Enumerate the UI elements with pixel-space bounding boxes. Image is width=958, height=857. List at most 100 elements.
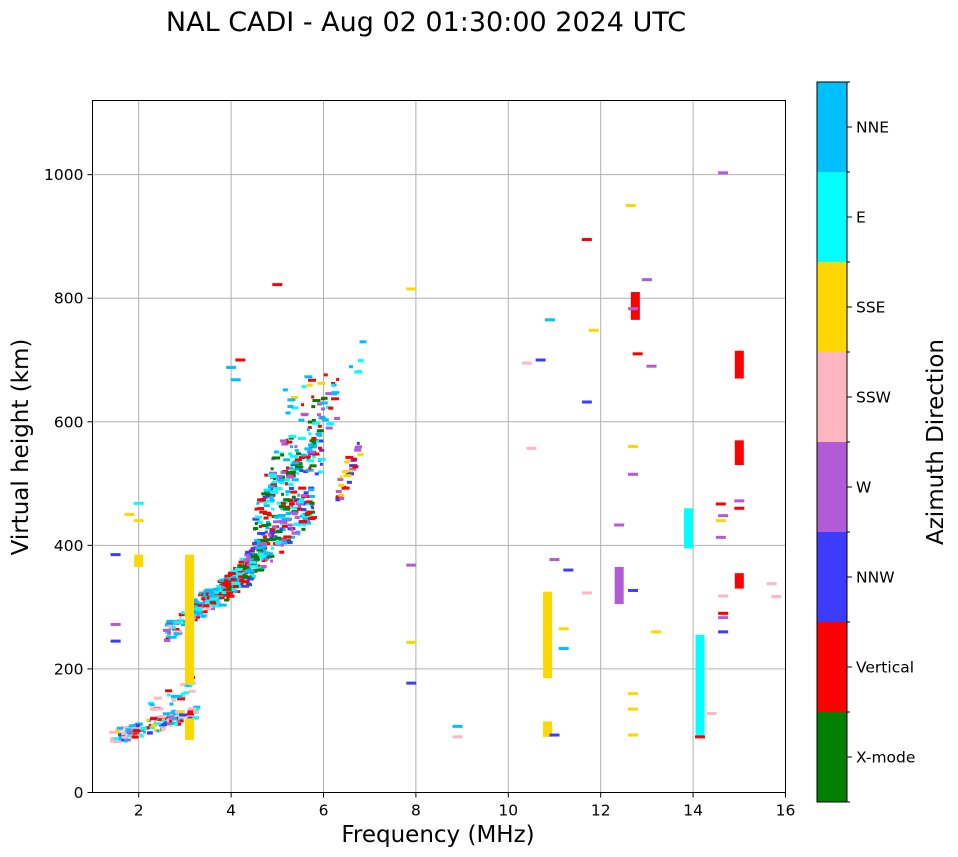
echo-point — [325, 405, 331, 409]
echo-point — [109, 730, 118, 734]
echo-point — [581, 238, 592, 242]
echo-point — [178, 717, 184, 721]
echo-point — [164, 623, 173, 627]
echo-point — [225, 588, 233, 592]
echo-point — [321, 396, 328, 400]
y-axis-label: Virtual height (km) — [8, 339, 34, 556]
x-tick-label: 14 — [683, 802, 703, 820]
echo-point — [302, 517, 308, 521]
echo-point — [253, 526, 259, 530]
echo-point — [264, 530, 268, 534]
echo-point — [268, 471, 277, 475]
echo-point — [188, 689, 196, 693]
colorbar-label: NNW — [856, 569, 895, 587]
echo-point — [209, 592, 214, 596]
echo-point — [194, 611, 203, 615]
plot-area: 2 4 6 8 10 12 14 16 0 200 400 600 800 1000 — [44, 100, 796, 820]
echo-point — [158, 723, 167, 727]
echo-point — [287, 405, 294, 409]
echo-point — [317, 457, 326, 461]
echo-point — [628, 707, 639, 711]
echo-point — [250, 555, 257, 559]
echo-point — [256, 555, 260, 559]
echo-point — [283, 505, 291, 509]
echo-point — [256, 501, 260, 505]
echo-point — [356, 445, 361, 449]
echo-point — [625, 204, 636, 208]
echo-point — [304, 375, 313, 379]
echo-point — [285, 493, 289, 497]
echo-point — [309, 439, 318, 443]
echo-point — [256, 541, 260, 545]
echo-point — [325, 392, 332, 396]
echo-point — [715, 502, 726, 506]
echo-point — [257, 568, 265, 572]
echo-point — [271, 525, 278, 529]
echo-point — [222, 583, 227, 587]
colorbar-segment — [817, 262, 847, 352]
echo-point — [321, 418, 329, 422]
echo-point — [641, 278, 652, 282]
echo-point — [192, 602, 198, 606]
echo-point — [301, 527, 306, 531]
colorbar-segment — [817, 352, 847, 442]
echo-point — [195, 606, 203, 610]
echo-point — [176, 695, 183, 699]
echo-point — [651, 630, 662, 634]
y-tick-label: 200 — [54, 660, 84, 678]
echo-point — [124, 512, 135, 516]
echo-point — [307, 517, 316, 521]
echo-point — [278, 480, 285, 484]
echo-point — [248, 562, 255, 566]
echo-point — [140, 728, 145, 732]
colorbar-label: SSW — [856, 389, 891, 407]
echo-point — [166, 619, 175, 623]
echo-point — [262, 535, 267, 539]
echo-point — [279, 527, 284, 531]
echo-point — [300, 412, 309, 416]
echo-point — [331, 391, 340, 395]
echo-point — [285, 541, 292, 545]
echo-point — [162, 712, 170, 716]
echo-point — [226, 594, 235, 598]
echo-point — [233, 589, 238, 593]
echo-point — [219, 581, 225, 585]
echo-point — [290, 528, 294, 532]
echo-point — [110, 553, 121, 557]
echo-point — [245, 550, 251, 554]
echo-point — [359, 340, 367, 344]
echo-point — [275, 530, 280, 534]
echo-point — [234, 572, 242, 576]
echo-point — [246, 555, 255, 559]
echo-point — [259, 554, 268, 558]
echo-point — [280, 453, 285, 457]
echo-point — [308, 488, 315, 492]
echo-point — [266, 520, 271, 524]
y-tick-label: 0 — [74, 784, 84, 802]
echo-point — [273, 515, 279, 519]
x-tick-label: 16 — [776, 802, 796, 820]
echo-point — [260, 565, 267, 569]
echo-point — [313, 444, 318, 448]
echo-point — [166, 722, 170, 726]
echo-point — [287, 472, 296, 476]
echo-point — [335, 496, 343, 500]
echo-point — [230, 378, 241, 382]
colorbar-label: X-mode — [856, 749, 915, 767]
echo-point — [323, 373, 328, 377]
echo-point — [288, 502, 295, 506]
echo-point — [170, 714, 174, 718]
echo-point — [341, 470, 348, 474]
echo-point — [281, 478, 290, 482]
echo-point — [718, 630, 729, 634]
echo-point — [326, 422, 335, 426]
echo-point — [307, 426, 312, 430]
echo-point — [221, 591, 229, 595]
echo-point — [122, 726, 131, 730]
echo-bar — [543, 721, 553, 737]
echo-point — [771, 595, 782, 599]
echo-point — [164, 639, 171, 643]
echo-point — [230, 581, 239, 585]
echo-point — [221, 586, 227, 590]
echo-point — [244, 553, 250, 557]
